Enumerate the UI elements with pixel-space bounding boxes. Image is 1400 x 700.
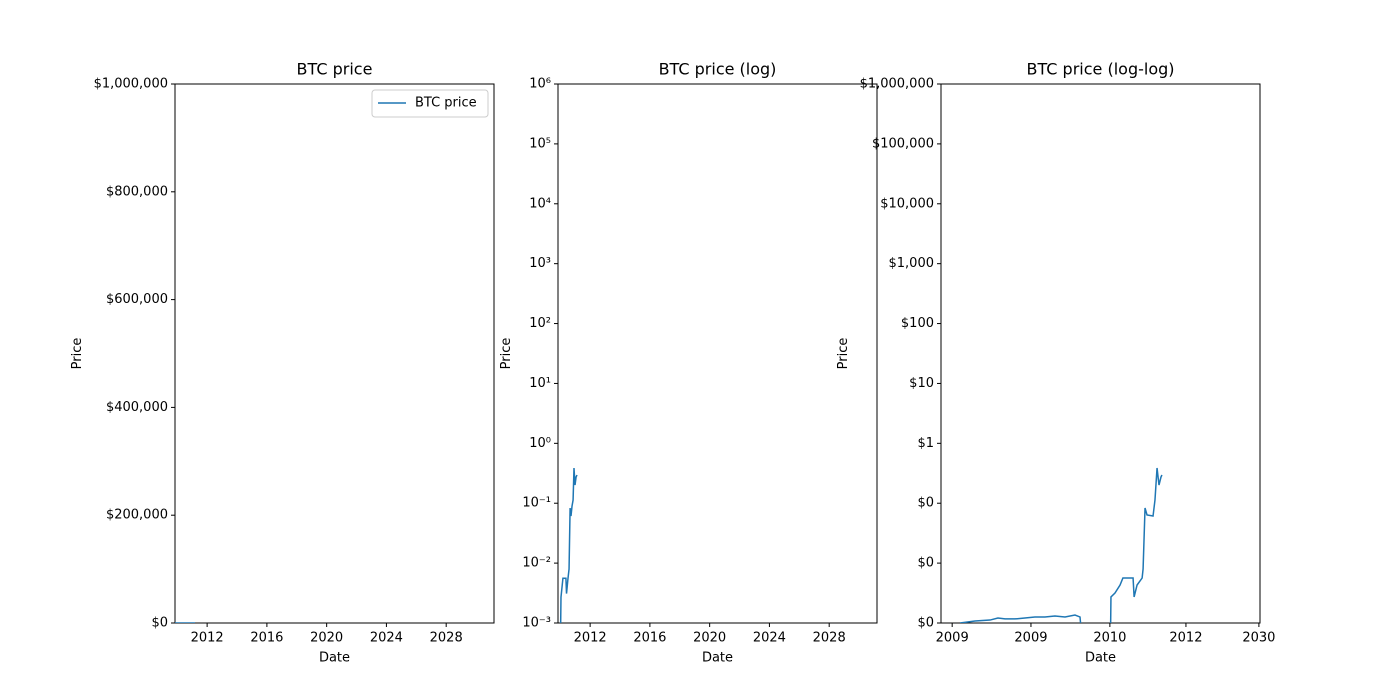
x-axis-label: Date	[702, 651, 733, 666]
x-tick-label: 2016	[250, 631, 283, 646]
x-tick-label: 2012	[1169, 631, 1202, 646]
y-tick-label: $200,000	[106, 508, 168, 523]
x-tick-label: 2024	[370, 631, 403, 646]
x-axis-label: Date	[319, 651, 350, 666]
axes-frame	[557, 83, 878, 624]
y-tick-label: 10⁵	[529, 136, 551, 151]
y-tick-label: $400,000	[106, 400, 168, 415]
y-tick-label: 10²	[529, 316, 551, 331]
x-tick-label: 2028	[430, 631, 463, 646]
y-tick-label: $100	[901, 316, 934, 331]
y-tick-label: $1,000,000	[860, 77, 934, 92]
y-tick-label: $1	[917, 436, 934, 451]
x-tick-label: 2012	[574, 631, 607, 646]
price-line	[559, 467, 578, 623]
x-tick-label: 2016	[633, 631, 666, 646]
x-tick-label: 2024	[753, 631, 786, 646]
y-tick-label: $10,000	[880, 196, 934, 211]
y-tick-label: 10⁻²	[522, 556, 551, 571]
chart-title: BTC price	[297, 60, 373, 79]
y-tick-label: $800,000	[106, 184, 168, 199]
y-tick-label: $0	[151, 616, 168, 631]
legend-box	[371, 89, 489, 118]
chart-title: BTC price (log)	[659, 60, 777, 79]
x-axis-label: Date	[1085, 651, 1116, 666]
y-tick-label: $100,000	[872, 136, 934, 151]
x-tick-label: 2030	[1242, 631, 1275, 646]
y-tick-label: $600,000	[106, 292, 168, 307]
y-tick-label: 10⁻¹	[522, 496, 551, 511]
legend-label: BTC price	[415, 96, 477, 111]
y-tick-label: $1,000,000	[94, 77, 168, 92]
price-line	[959, 467, 1163, 623]
y-tick-label: 10⁴	[529, 196, 551, 211]
y-tick-label: 10⁻³	[522, 616, 551, 631]
x-tick-label: 2009	[1014, 631, 1047, 646]
axes-frame	[174, 83, 495, 624]
y-tick-label: $0	[917, 616, 934, 631]
x-tick-label: 2012	[191, 631, 224, 646]
y-tick-label: 10⁶	[529, 77, 551, 92]
x-tick-label: 2020	[693, 631, 726, 646]
y-axis-label: Price	[70, 338, 85, 370]
y-axis-label: Price	[499, 338, 514, 370]
y-tick-label: 10³	[529, 256, 551, 271]
axes-frame	[940, 83, 1261, 624]
chart-title: BTC price (log-log)	[1026, 60, 1174, 79]
x-tick-label: 2009	[936, 631, 969, 646]
y-tick-label: 10⁰	[529, 436, 551, 451]
y-tick-label: $1,000	[889, 256, 935, 271]
y-tick-label: 10¹	[529, 376, 551, 391]
y-axis-label: Price	[836, 338, 851, 370]
y-tick-label: $0	[917, 496, 934, 511]
y-tick-label: $10	[909, 376, 934, 391]
x-tick-label: 2020	[310, 631, 343, 646]
x-tick-label: 2010	[1093, 631, 1126, 646]
y-tick-label: $0	[917, 556, 934, 571]
x-tick-label: 2028	[813, 631, 846, 646]
